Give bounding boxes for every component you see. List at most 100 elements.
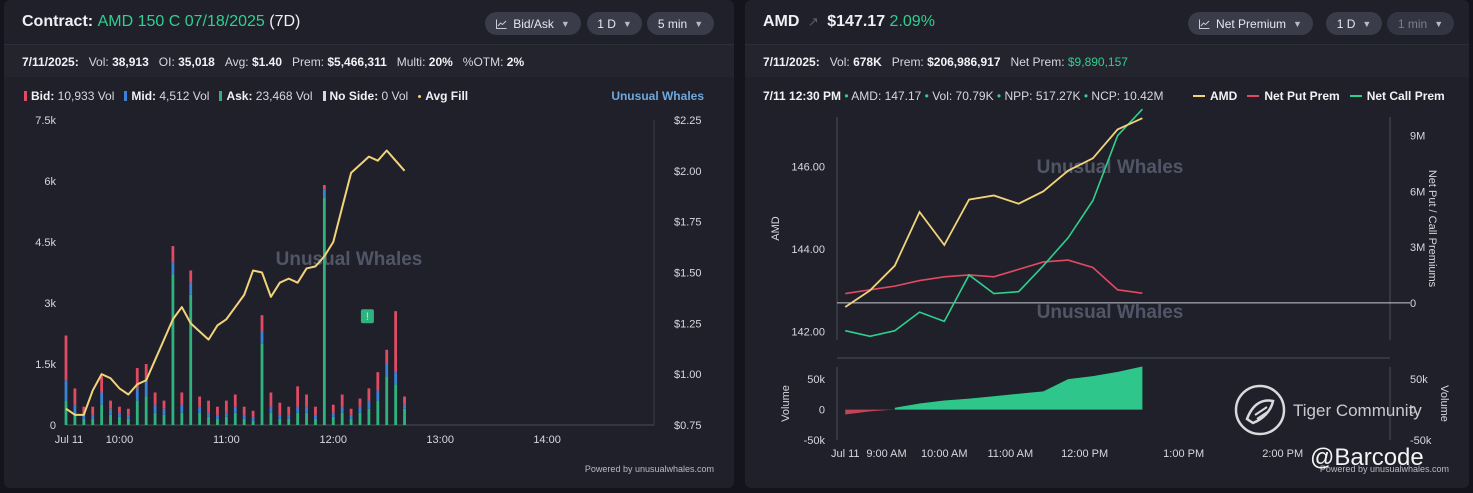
bar-mid: [171, 262, 175, 275]
range-dropdown[interactable]: 1 D ▼: [1326, 12, 1382, 35]
bid-ask-dropdown[interactable]: Bid/Ask ▼: [485, 12, 581, 35]
stat-item: Net Prem: $9,890,157: [1010, 55, 1128, 69]
bar-bid: [216, 406, 219, 415]
bar-ask: [385, 376, 389, 425]
readout-item: • NPP: 517.27K: [993, 89, 1081, 103]
bar-ask: [260, 343, 264, 425]
bar-mid: [385, 364, 389, 377]
bar-bid: [109, 400, 112, 409]
legend-item[interactable]: Net Put Prem: [1247, 89, 1340, 103]
bar-mid: [242, 414, 246, 419]
stat-item: Vol: 38,913: [88, 55, 149, 69]
bar-ask: [349, 418, 353, 425]
stat-item: %OTM: 2%: [462, 55, 525, 69]
bar-ask: [198, 412, 202, 425]
volume-negative-area: [845, 409, 895, 415]
volume-tick-label-right: 50k: [1410, 374, 1428, 386]
net-put-prem-line: [845, 259, 1143, 295]
x-tick-label: 10:00: [106, 434, 134, 446]
y2-tick-label: $2.00: [674, 166, 702, 178]
bar-ask: [287, 418, 291, 425]
legend-swatch: [1247, 95, 1260, 97]
bar-mid: [180, 404, 184, 413]
bar-ask: [91, 418, 95, 425]
net-premium-dropdown[interactable]: Net Premium ▼: [1188, 12, 1313, 35]
ticker-price: $147.17: [827, 13, 886, 30]
bar-mid: [207, 412, 210, 417]
bar-bid: [189, 270, 193, 283]
legend-swatch: [1193, 95, 1205, 97]
author-handle: @Barcode: [1310, 444, 1424, 471]
interval-dropdown[interactable]: 1 min ▼: [1387, 12, 1454, 35]
legend-item[interactable]: Bid: 10,933 Vol: [24, 89, 114, 103]
y-tick-label: 6k: [44, 176, 56, 188]
y2-tick-label: $1.25: [674, 318, 702, 330]
bar-mid: [198, 406, 202, 413]
bar-ask: [64, 400, 68, 425]
y2-tick-label: 0: [1410, 298, 1416, 310]
legend-swatch: [124, 91, 128, 101]
stat-item: Multi: 20%: [396, 55, 453, 69]
legend-item[interactable]: Mid: 4,512 Vol: [124, 89, 209, 103]
bar-mid: [144, 380, 148, 397]
bar-mid: [100, 392, 104, 405]
bar-mid: [251, 416, 255, 421]
legend-swatch: [1349, 95, 1362, 97]
bar-ask: [82, 418, 86, 425]
bar-bid: [135, 368, 139, 389]
bar-bid: [376, 372, 380, 391]
legend-item[interactable]: No Side: 0 Vol: [322, 89, 408, 103]
bar-mid: [349, 414, 353, 419]
bar-ask: [216, 418, 219, 425]
stat-item: 7/11/2025:: [22, 55, 79, 69]
bar-mid: [403, 404, 406, 409]
bar-ask: [100, 404, 104, 425]
y2-tick-label: $2.25: [674, 115, 702, 127]
y2-tick-label: $1.50: [674, 268, 702, 280]
bar-ask: [73, 412, 77, 425]
bar-ask: [322, 197, 326, 425]
bar-bid: [144, 364, 148, 381]
volume-tick-label: -50k: [804, 435, 826, 447]
bar-mid: [367, 400, 371, 409]
bar-mid: [269, 406, 273, 413]
contract-header: Contract: AMD 150 C 07/18/2025 (7D) Bid/…: [4, 0, 734, 44]
legend-swatch: [322, 91, 326, 101]
bar-ask: [394, 384, 398, 425]
bar-ask: [224, 416, 228, 425]
range-dropdown[interactable]: 1 D ▼: [587, 12, 642, 35]
price-change: 2.09%: [889, 13, 935, 30]
days-to-expiry: (7D): [269, 13, 301, 30]
bar-mid: [109, 408, 112, 415]
bar-mid: [135, 388, 139, 401]
x-tick-label: 11:00 AM: [987, 448, 1033, 460]
x-tick-label: 11:00: [213, 434, 240, 446]
legend-item[interactable]: Net Call Prem: [1349, 89, 1445, 103]
bar-mid: [260, 331, 264, 344]
bar-mid: [162, 408, 166, 415]
y-tick-label: 4.5k: [35, 237, 56, 249]
bar-bid: [180, 392, 184, 405]
contract-stats: 7/11/2025: Vol: 38,913 OI: 35,018 Avg: $1.4…: [22, 55, 524, 69]
stat-item: 7/11/2025:: [763, 55, 820, 69]
bar-bid: [91, 406, 95, 415]
legend-item[interactable]: AMD: [1193, 89, 1237, 103]
stat-item: Prem: $5,466,311: [292, 55, 387, 69]
bar-mid: [224, 412, 228, 417]
bar-bid: [287, 406, 291, 415]
bar-mid: [340, 406, 344, 413]
bar-bid: [349, 408, 353, 415]
bar-bid: [251, 410, 255, 417]
legend-item[interactable]: Ask: 23,468 Vol: [219, 89, 313, 103]
x-tick-label: 1:00 PM: [1163, 448, 1204, 460]
y-tick-label: 144.00: [791, 244, 825, 256]
x-tick-label: 9:00 AM: [866, 448, 906, 460]
y2-tick-label: $1.00: [674, 369, 702, 381]
legend-item[interactable]: Avg Fill: [418, 89, 468, 103]
bar-mid: [287, 414, 291, 419]
bar-mid: [305, 406, 308, 413]
interval-dropdown[interactable]: 5 min ▼: [647, 12, 714, 35]
bar-ask: [162, 414, 166, 425]
x-tick-label: 2:00 PM: [1262, 448, 1303, 460]
volume-axis-title: Volume: [780, 385, 792, 422]
